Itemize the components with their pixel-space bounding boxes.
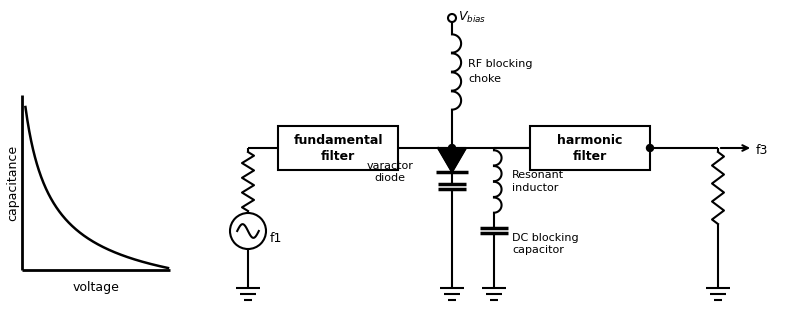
Text: capacitor: capacitor — [512, 245, 564, 255]
Bar — [530, 126, 650, 170]
Circle shape — [646, 144, 654, 152]
Polygon shape — [438, 148, 466, 172]
Text: diode: diode — [374, 173, 406, 183]
Text: f1: f1 — [270, 233, 282, 246]
Text: DC blocking: DC blocking — [512, 233, 578, 243]
Text: varactor: varactor — [366, 161, 414, 171]
Text: fundamental: fundamental — [294, 133, 382, 146]
Bar — [278, 126, 398, 170]
Text: f3: f3 — [756, 143, 768, 157]
Text: filter: filter — [573, 150, 607, 163]
Text: harmonic: harmonic — [558, 133, 622, 146]
Text: RF blocking: RF blocking — [468, 59, 533, 69]
Text: Resonant: Resonant — [512, 170, 564, 180]
Text: filter: filter — [321, 150, 355, 163]
Text: choke: choke — [468, 74, 501, 84]
Text: voltage: voltage — [73, 282, 119, 294]
Text: $V_{bias}$: $V_{bias}$ — [458, 9, 486, 25]
Text: inductor: inductor — [512, 182, 558, 193]
Text: capacitance: capacitance — [6, 144, 19, 220]
Circle shape — [449, 144, 455, 152]
